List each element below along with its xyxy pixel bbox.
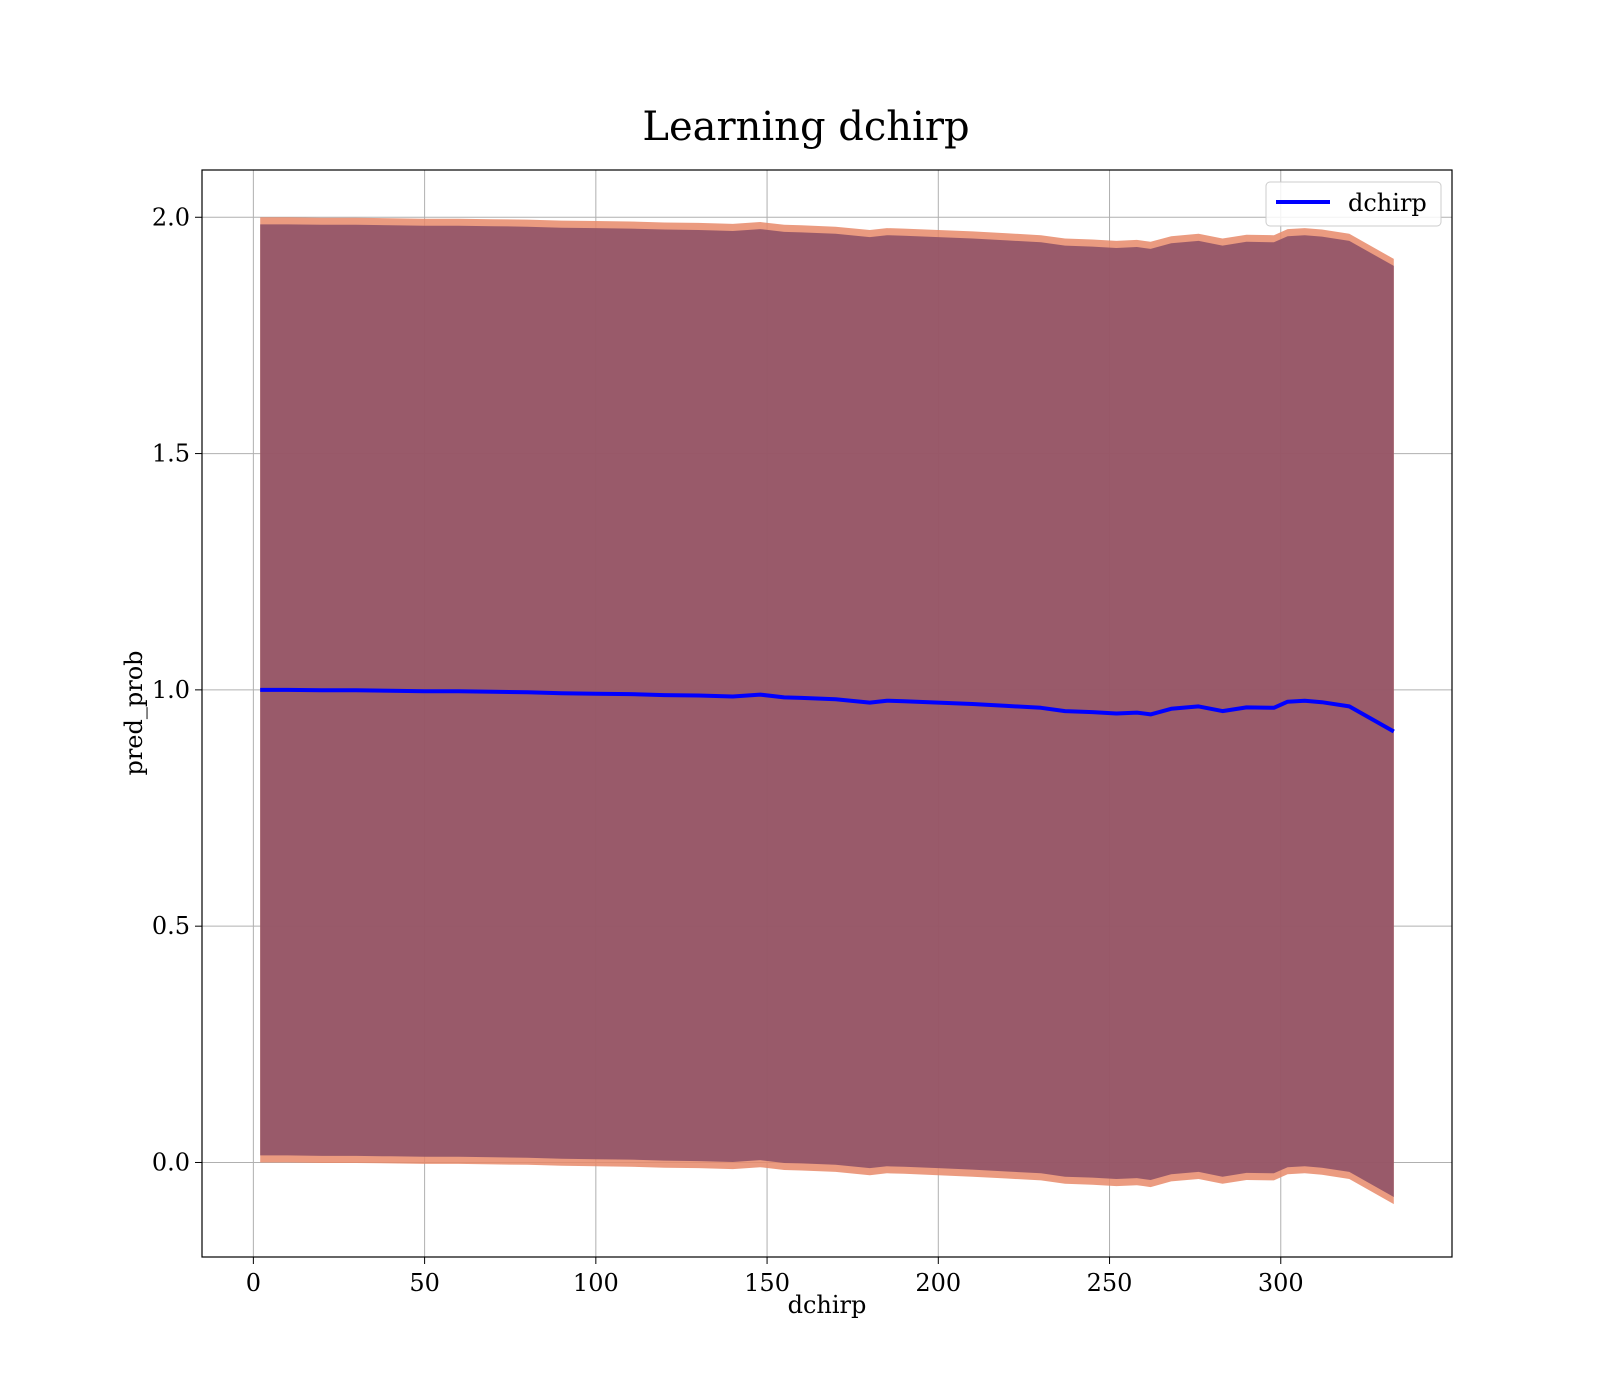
legend: dchirp bbox=[1265, 181, 1442, 227]
legend-box bbox=[1265, 181, 1442, 227]
x-tick-label-1: 50 bbox=[409, 1269, 440, 1297]
x-tick-label-4: 200 bbox=[915, 1269, 961, 1297]
x-tick-label-0: 0 bbox=[246, 1269, 261, 1297]
x-axis-label: dchirp bbox=[788, 1291, 867, 1319]
x-tick-label-5: 250 bbox=[1087, 1269, 1133, 1297]
legend-label: dchirp bbox=[1348, 189, 1427, 217]
confidence-band-1 bbox=[260, 224, 1394, 1197]
x-axis-ticks: 0 50 100 150 200 250 300 bbox=[246, 1257, 1304, 1297]
y-tick-label-3: 1.5 bbox=[152, 440, 190, 468]
y-tick-label-1: 0.5 bbox=[152, 912, 190, 940]
y-tick-label-2: 1.0 bbox=[152, 676, 190, 704]
y-axis-label: pred_prob bbox=[120, 650, 148, 775]
series-lines bbox=[260, 687, 1395, 734]
y-axis-ticks: 0.0 0.5 1.0 1.5 2.0 bbox=[152, 203, 202, 1176]
x-tick-label-6: 300 bbox=[1258, 1269, 1304, 1297]
x-tick-label-2: 100 bbox=[573, 1269, 619, 1297]
chart-title: Learning dchirp bbox=[642, 104, 969, 150]
y-tick-label-0: 0.0 bbox=[152, 1148, 190, 1176]
y-tick-label-4: 2.0 bbox=[152, 203, 190, 231]
series-line-0 bbox=[260, 687, 1395, 734]
plot-frame bbox=[201, 169, 1453, 1258]
x-tick-label-3: 150 bbox=[744, 1269, 790, 1297]
confidence-bands bbox=[260, 217, 1394, 1205]
